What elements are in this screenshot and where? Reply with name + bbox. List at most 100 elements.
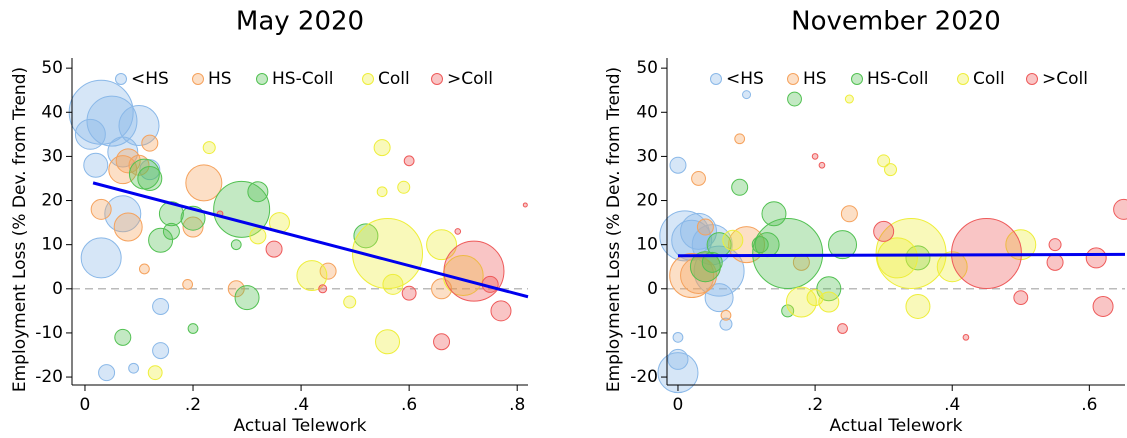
x-tick-label: .4 — [944, 395, 960, 415]
bubble — [936, 251, 968, 283]
y-tick-label: 40 — [636, 102, 658, 122]
bubble — [844, 94, 854, 104]
bubble — [1085, 247, 1107, 269]
bubble — [720, 309, 732, 321]
bubble — [152, 342, 170, 360]
bubble — [1092, 295, 1114, 317]
bubble — [751, 236, 769, 254]
panel-title: November 2020 — [791, 7, 1001, 37]
bubble — [1046, 253, 1064, 271]
y-tick-label: 0 — [647, 279, 658, 299]
bubble — [318, 284, 328, 294]
bubble — [811, 153, 819, 160]
bubble — [213, 180, 271, 238]
fit-line — [92, 181, 529, 299]
legend-label: HS — [208, 69, 232, 89]
bubble — [884, 163, 898, 177]
bubble — [742, 90, 752, 100]
y-tick-label: 30 — [41, 146, 63, 166]
y-tick-label: 50 — [41, 58, 63, 78]
bubble — [443, 240, 505, 302]
bubble — [401, 285, 417, 301]
bubble — [397, 180, 411, 194]
bubble — [905, 245, 931, 271]
bubble — [722, 229, 744, 251]
bubble — [376, 186, 388, 198]
bubble — [454, 228, 462, 235]
bubble — [1048, 238, 1062, 252]
bubble — [693, 245, 745, 297]
x-tick-label: 0 — [80, 395, 91, 415]
bubble — [905, 293, 931, 319]
panel: May 2020 Actual Telework Employment Loss (… — [10, 7, 529, 436]
legend-label: >Coll — [447, 69, 493, 89]
bubble — [490, 300, 512, 322]
y-tick-label: -10 — [35, 323, 63, 343]
legend-marker — [115, 73, 127, 85]
bubble — [840, 205, 858, 223]
bubble — [787, 91, 802, 107]
bubble — [680, 257, 718, 295]
legend-marker — [851, 73, 863, 85]
bubble — [672, 331, 684, 343]
legend-label: HS — [803, 69, 827, 89]
bubble — [234, 285, 260, 311]
bubble — [247, 181, 269, 203]
panel: November 2020 Actual Telework Employment L… — [604, 7, 1127, 436]
bubble — [83, 152, 109, 178]
y-tick-label: -20 — [35, 367, 63, 387]
bubble — [731, 178, 749, 196]
bubble — [113, 212, 143, 242]
bubble — [90, 198, 112, 220]
bubble — [669, 156, 687, 174]
bubble — [74, 118, 106, 150]
x-tick-label: .4 — [293, 395, 309, 415]
bubble — [375, 329, 401, 355]
bubble — [667, 348, 689, 370]
panel-title: May 2020 — [236, 7, 364, 37]
bubble — [182, 216, 204, 238]
bubble — [426, 229, 458, 261]
y-tick-label: 10 — [41, 235, 63, 255]
bubble — [230, 239, 242, 251]
legend-marker — [192, 73, 204, 85]
bubble — [86, 95, 138, 147]
fit-line — [677, 252, 1126, 258]
legend-marker — [1026, 73, 1038, 85]
bubble — [382, 273, 404, 295]
bubble — [752, 218, 824, 289]
y-tick-label: 20 — [41, 191, 63, 211]
bubble — [80, 237, 122, 279]
bubble — [180, 205, 206, 231]
bubble — [249, 227, 267, 245]
y-tick-label: -10 — [630, 323, 658, 343]
bubble — [837, 323, 848, 334]
bubble — [227, 280, 245, 298]
bubble — [296, 260, 328, 292]
y-tick-label: 0 — [52, 279, 63, 299]
legend-label: Coll — [973, 69, 1005, 89]
bubble — [128, 154, 150, 176]
bubble — [152, 297, 170, 315]
bubble — [877, 154, 891, 168]
bubble — [352, 218, 424, 289]
bubble — [818, 161, 826, 169]
bubble — [781, 304, 795, 318]
bubble — [265, 240, 283, 258]
legend-marker — [431, 73, 443, 85]
y-axis-label: Employment Loss (% Dev. from Trend) — [604, 67, 624, 392]
bubble — [158, 201, 184, 227]
legend-marker — [957, 73, 969, 85]
y-tick-label: 10 — [636, 235, 658, 255]
bubble — [128, 362, 139, 374]
bubble — [148, 227, 174, 253]
bubble — [98, 364, 116, 382]
bubble — [876, 237, 918, 279]
x-tick-label: .2 — [185, 395, 201, 415]
bubble — [162, 222, 180, 240]
bubble — [187, 323, 199, 334]
bubble — [403, 155, 415, 167]
bubble — [873, 220, 895, 242]
legend-label: <HS — [131, 69, 169, 89]
